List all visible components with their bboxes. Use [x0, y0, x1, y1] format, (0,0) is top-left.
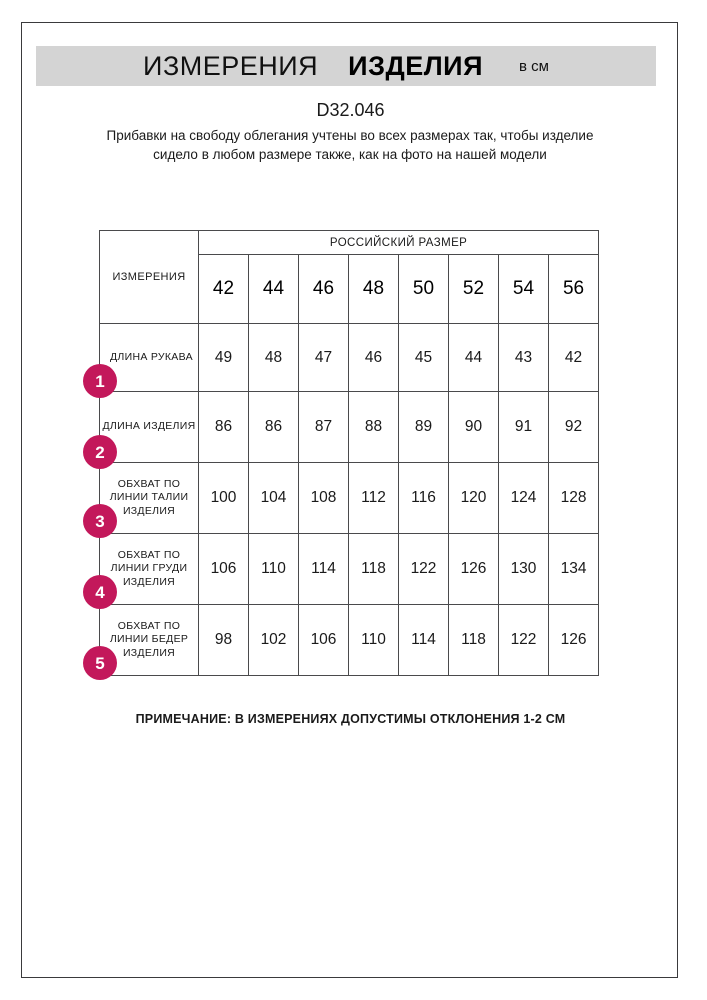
- page-title-product: ИЗДЕЛИЯ: [348, 50, 483, 81]
- measurement-cell: 122: [398, 533, 449, 605]
- table-row: ДЛИНА РУКАВА 49 48 47 46 45 44 43 42: [99, 323, 600, 392]
- measurement-cell: 86: [198, 391, 249, 463]
- size-header-cell: 46: [298, 254, 349, 324]
- measurement-cell: 130: [498, 533, 549, 605]
- measurement-cell: 44: [448, 323, 499, 392]
- measurement-cell: 112: [348, 462, 399, 534]
- size-header-row: 42 44 46 48 50 52 54 56: [100, 254, 600, 324]
- measurement-cell: 90: [448, 391, 499, 463]
- measurement-cell: 116: [398, 462, 449, 534]
- measurement-cell: 110: [348, 604, 399, 676]
- measurement-cell: 48: [248, 323, 299, 392]
- measurement-cell: 124: [498, 462, 549, 534]
- page-frame: ИЗМЕРЕНИЯ ИЗДЕЛИЯ в см D32.046 Прибавки …: [21, 22, 678, 978]
- measurement-cell: 92: [547, 391, 600, 463]
- measurement-cell: 118: [448, 604, 499, 676]
- article-code: D32.046: [316, 100, 385, 120]
- size-table-body: ДЛИНА РУКАВА 49 48 47 46 45 44 43 42 ДЛИ…: [99, 323, 600, 676]
- measurement-cell: 86: [248, 391, 299, 463]
- measurement-cell: 108: [298, 462, 349, 534]
- table-row: ДЛИНА ИЗДЕЛИЯ 86 86 87 88 89 90 91 92: [99, 391, 600, 463]
- size-header-cell: 42: [198, 254, 249, 324]
- measurement-cell: 46: [348, 323, 399, 392]
- measurement-cell: 91: [498, 391, 549, 463]
- units-label: в см: [519, 57, 549, 75]
- table-row: ОБХВАТ ПО ЛИНИИ ГРУДИ ИЗДЕЛИЯ 106 110 11…: [99, 533, 600, 605]
- size-table-wrapper: ИЗМЕРЕНИЯ РОССИЙСКИЙ РАЗМЕР 42 44 46 48 …: [99, 230, 600, 676]
- measurement-cell: 104: [248, 462, 299, 534]
- size-header-cell: 56: [547, 254, 600, 324]
- table-row: ОБХВАТ ПО ЛИНИИ ТАЛИИ ИЗДЕЛИЯ 100 104 10…: [99, 462, 600, 534]
- fit-description: Прибавки на свободу облегания учтены во …: [106, 128, 594, 162]
- measurement-cell: 100: [198, 462, 249, 534]
- tolerance-note: ПРИМЕЧАНИЕ: В ИЗМЕРЕНИЯХ ДОПУСТИМЫ ОТКЛО…: [135, 712, 566, 726]
- size-header-cell: 52: [448, 254, 499, 324]
- measurement-cell: 89: [398, 391, 449, 463]
- page-title-measurements: ИЗМЕРЕНИЯ: [143, 50, 319, 81]
- measurement-cell: 88: [348, 391, 399, 463]
- size-header-cell: 44: [248, 254, 299, 324]
- row-label: ОБХВАТ ПО ЛИНИИ ТАЛИИ ИЗДЕЛИЯ: [99, 462, 199, 534]
- table-row: ОБХВАТ ПО ЛИНИИ БЕДЕР ИЗДЕЛИЯ 98 102 106…: [99, 604, 600, 676]
- size-header-cell: 50: [398, 254, 449, 324]
- size-header-cell: 54: [498, 254, 549, 324]
- measurement-cell: 47: [298, 323, 349, 392]
- measurement-cell: 134: [547, 533, 600, 605]
- measurement-cell: 49: [198, 323, 249, 392]
- measurement-cell: 106: [298, 604, 349, 676]
- measurement-cell: 120: [448, 462, 499, 534]
- measurement-cell: 122: [498, 604, 549, 676]
- row-badge-5: 5: [83, 646, 117, 680]
- russian-size-group-header: РОССИЙСКИЙ РАЗМЕР: [197, 230, 600, 255]
- row-badge-3: 3: [83, 504, 117, 538]
- size-header-cell: 48: [348, 254, 399, 324]
- row-badge-2: 2: [83, 435, 117, 469]
- size-table-head: ИЗМЕРЕНИЯ РОССИЙСКИЙ РАЗМЕР 42 44 46 48 …: [99, 230, 600, 324]
- measurement-cell: 102: [248, 604, 299, 676]
- measurement-cell: 106: [198, 533, 249, 605]
- measurement-cell: 126: [448, 533, 499, 605]
- measurement-cell: 98: [198, 604, 249, 676]
- measurement-cell: 126: [547, 604, 600, 676]
- measurement-cell: 114: [298, 533, 349, 605]
- row-label: ДЛИНА РУКАВА: [99, 323, 199, 392]
- row-badge-1: 1: [83, 364, 117, 398]
- measurement-cell: 118: [348, 533, 399, 605]
- title-band: ИЗМЕРЕНИЯ ИЗДЕЛИЯ в см: [36, 46, 656, 86]
- measurement-cell: 45: [398, 323, 449, 392]
- group-header-row: ИЗМЕРЕНИЯ РОССИЙСКИЙ РАЗМЕР: [99, 230, 600, 324]
- measurements-column-header: ИЗМЕРЕНИЯ: [99, 230, 199, 324]
- measurement-cell: 87: [298, 391, 349, 463]
- size-table: ИЗМЕРЕНИЯ РОССИЙСКИЙ РАЗМЕР 42 44 46 48 …: [99, 230, 600, 676]
- row-badge-4: 4: [83, 575, 117, 609]
- measurement-cell: 42: [547, 323, 600, 392]
- measurement-cell: 110: [248, 533, 299, 605]
- measurement-cell: 43: [498, 323, 549, 392]
- measurement-cell: 114: [398, 604, 449, 676]
- measurement-cell: 128: [547, 462, 600, 534]
